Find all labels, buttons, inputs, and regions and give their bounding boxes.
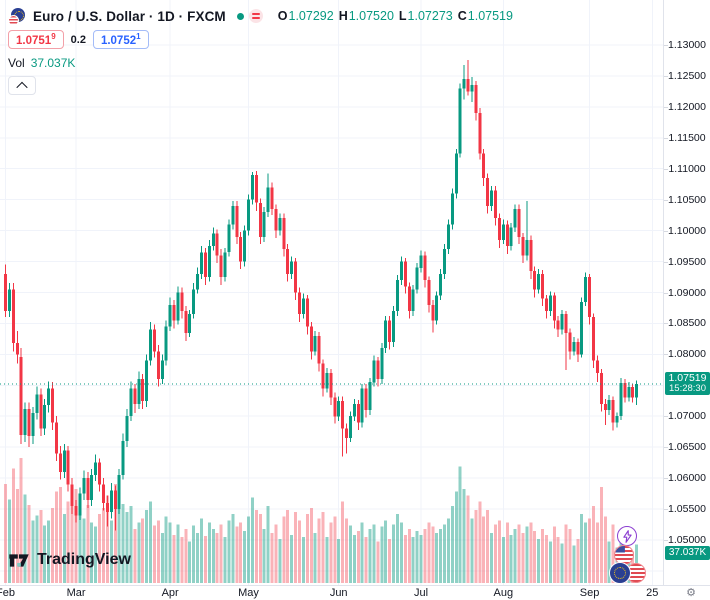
collapse-legend-button[interactable] [8,76,36,95]
bid-ask-row: 1.07519 0.2 1.07521 [8,30,518,49]
volume-label: Vol [8,56,25,70]
high-label: H [338,9,348,23]
price-tick-label: 1.08500 [668,317,706,330]
gear-icon[interactable]: ⚙ [686,587,696,599]
lightning-bolt-icon [622,529,632,543]
low-value: 1.07273 [407,9,453,23]
time-axis[interactable]: ⚙ Feb Mar Apr May Jun Jul Aug Sep 25 [0,585,710,600]
candlestick-chart[interactable] [0,0,663,585]
time-tick-label: May [238,587,259,599]
delayed-data-icon[interactable] [248,9,263,23]
price-tick-label: 1.06500 [668,441,706,454]
price-tick-label: 1.06000 [668,472,706,485]
time-tick-label: Feb [0,587,15,599]
price-tick-label: 1.09000 [668,286,706,299]
tradingview-mark-icon [9,553,29,567]
price-tick-label: 1.07000 [668,410,706,423]
price-tick-label: 1.05000 [668,534,706,546]
volume-value: 37.037K [30,56,76,70]
symbol-title[interactable]: Euro / U.S. Dollar · 1D · FXCM [33,8,226,24]
price-axis[interactable]: 1.07519 15:28:30 37.037K 1.13000 1.12500 1… [663,0,710,585]
spread-value: 0.2 [70,33,86,46]
time-tick-label: Jul [413,587,429,599]
us-flag-icon [8,15,19,26]
chevron-up-icon [16,81,28,93]
time-tick-label: Apr [161,587,179,599]
close-label: C [457,9,467,23]
ohlc-readout: O 1.07292 H 1.07520 L 1.07273 C 1.07519 [278,9,518,23]
price-tick-label: 1.10500 [668,193,706,206]
symbol-row: Euro / U.S. Dollar · 1D · FXCM O 1.07292 … [8,7,518,26]
chart-pane[interactable]: Euro / U.S. Dollar · 1D · FXCM O 1.07292 … [0,0,663,585]
price-tick-label: 1.12500 [668,69,706,82]
buy-ask-button[interactable]: 1.07521 [92,30,149,49]
close-value: 1.07519 [467,9,513,23]
high-value: 1.07520 [348,9,394,23]
instant-trading-button[interactable] [617,526,637,546]
last-price-value: 1.07519 [668,372,707,385]
price-tick-label: 1.09500 [668,255,706,268]
market-open-dot-icon[interactable] [236,12,244,20]
symbol-legend: Euro / U.S. Dollar · 1D · FXCM O 1.07292 … [8,7,518,95]
volume-row: Vol 37.037K [8,56,518,70]
open-value: 1.07292 [288,9,334,23]
tradingview-logo-text: TradingView [37,551,131,568]
volume-axis-label: 37.037K [665,546,710,560]
price-tick-label: 1.10000 [668,224,706,237]
last-price-label: 1.07519 15:28:30 [665,372,710,396]
price-tick-label: 1.05500 [668,503,706,516]
floating-buttons [608,526,654,584]
sell-bid-button[interactable]: 1.07519 [8,30,64,49]
open-label: O [277,9,288,23]
low-label: L [398,9,407,23]
time-tick-label: Mar [66,587,86,599]
price-tick-label: 1.12000 [668,100,706,113]
price-tick-label: 1.11000 [668,162,706,175]
time-tick-label: Sep [579,587,600,599]
time-tick-label: Aug [493,587,514,599]
time-tick-label: 25 [646,587,659,599]
tradingview-logo[interactable]: TradingView [8,551,131,569]
time-tick-label: Jun [329,587,348,599]
price-tick-label: 1.13000 [668,39,706,51]
price-tick-label: 1.08000 [668,348,706,361]
eurusd-pair-icon [8,8,28,26]
eur-flag-icon[interactable] [609,562,631,584]
price-tick-label: 1.11500 [668,131,706,144]
bar-countdown: 15:28:30 [669,383,706,395]
